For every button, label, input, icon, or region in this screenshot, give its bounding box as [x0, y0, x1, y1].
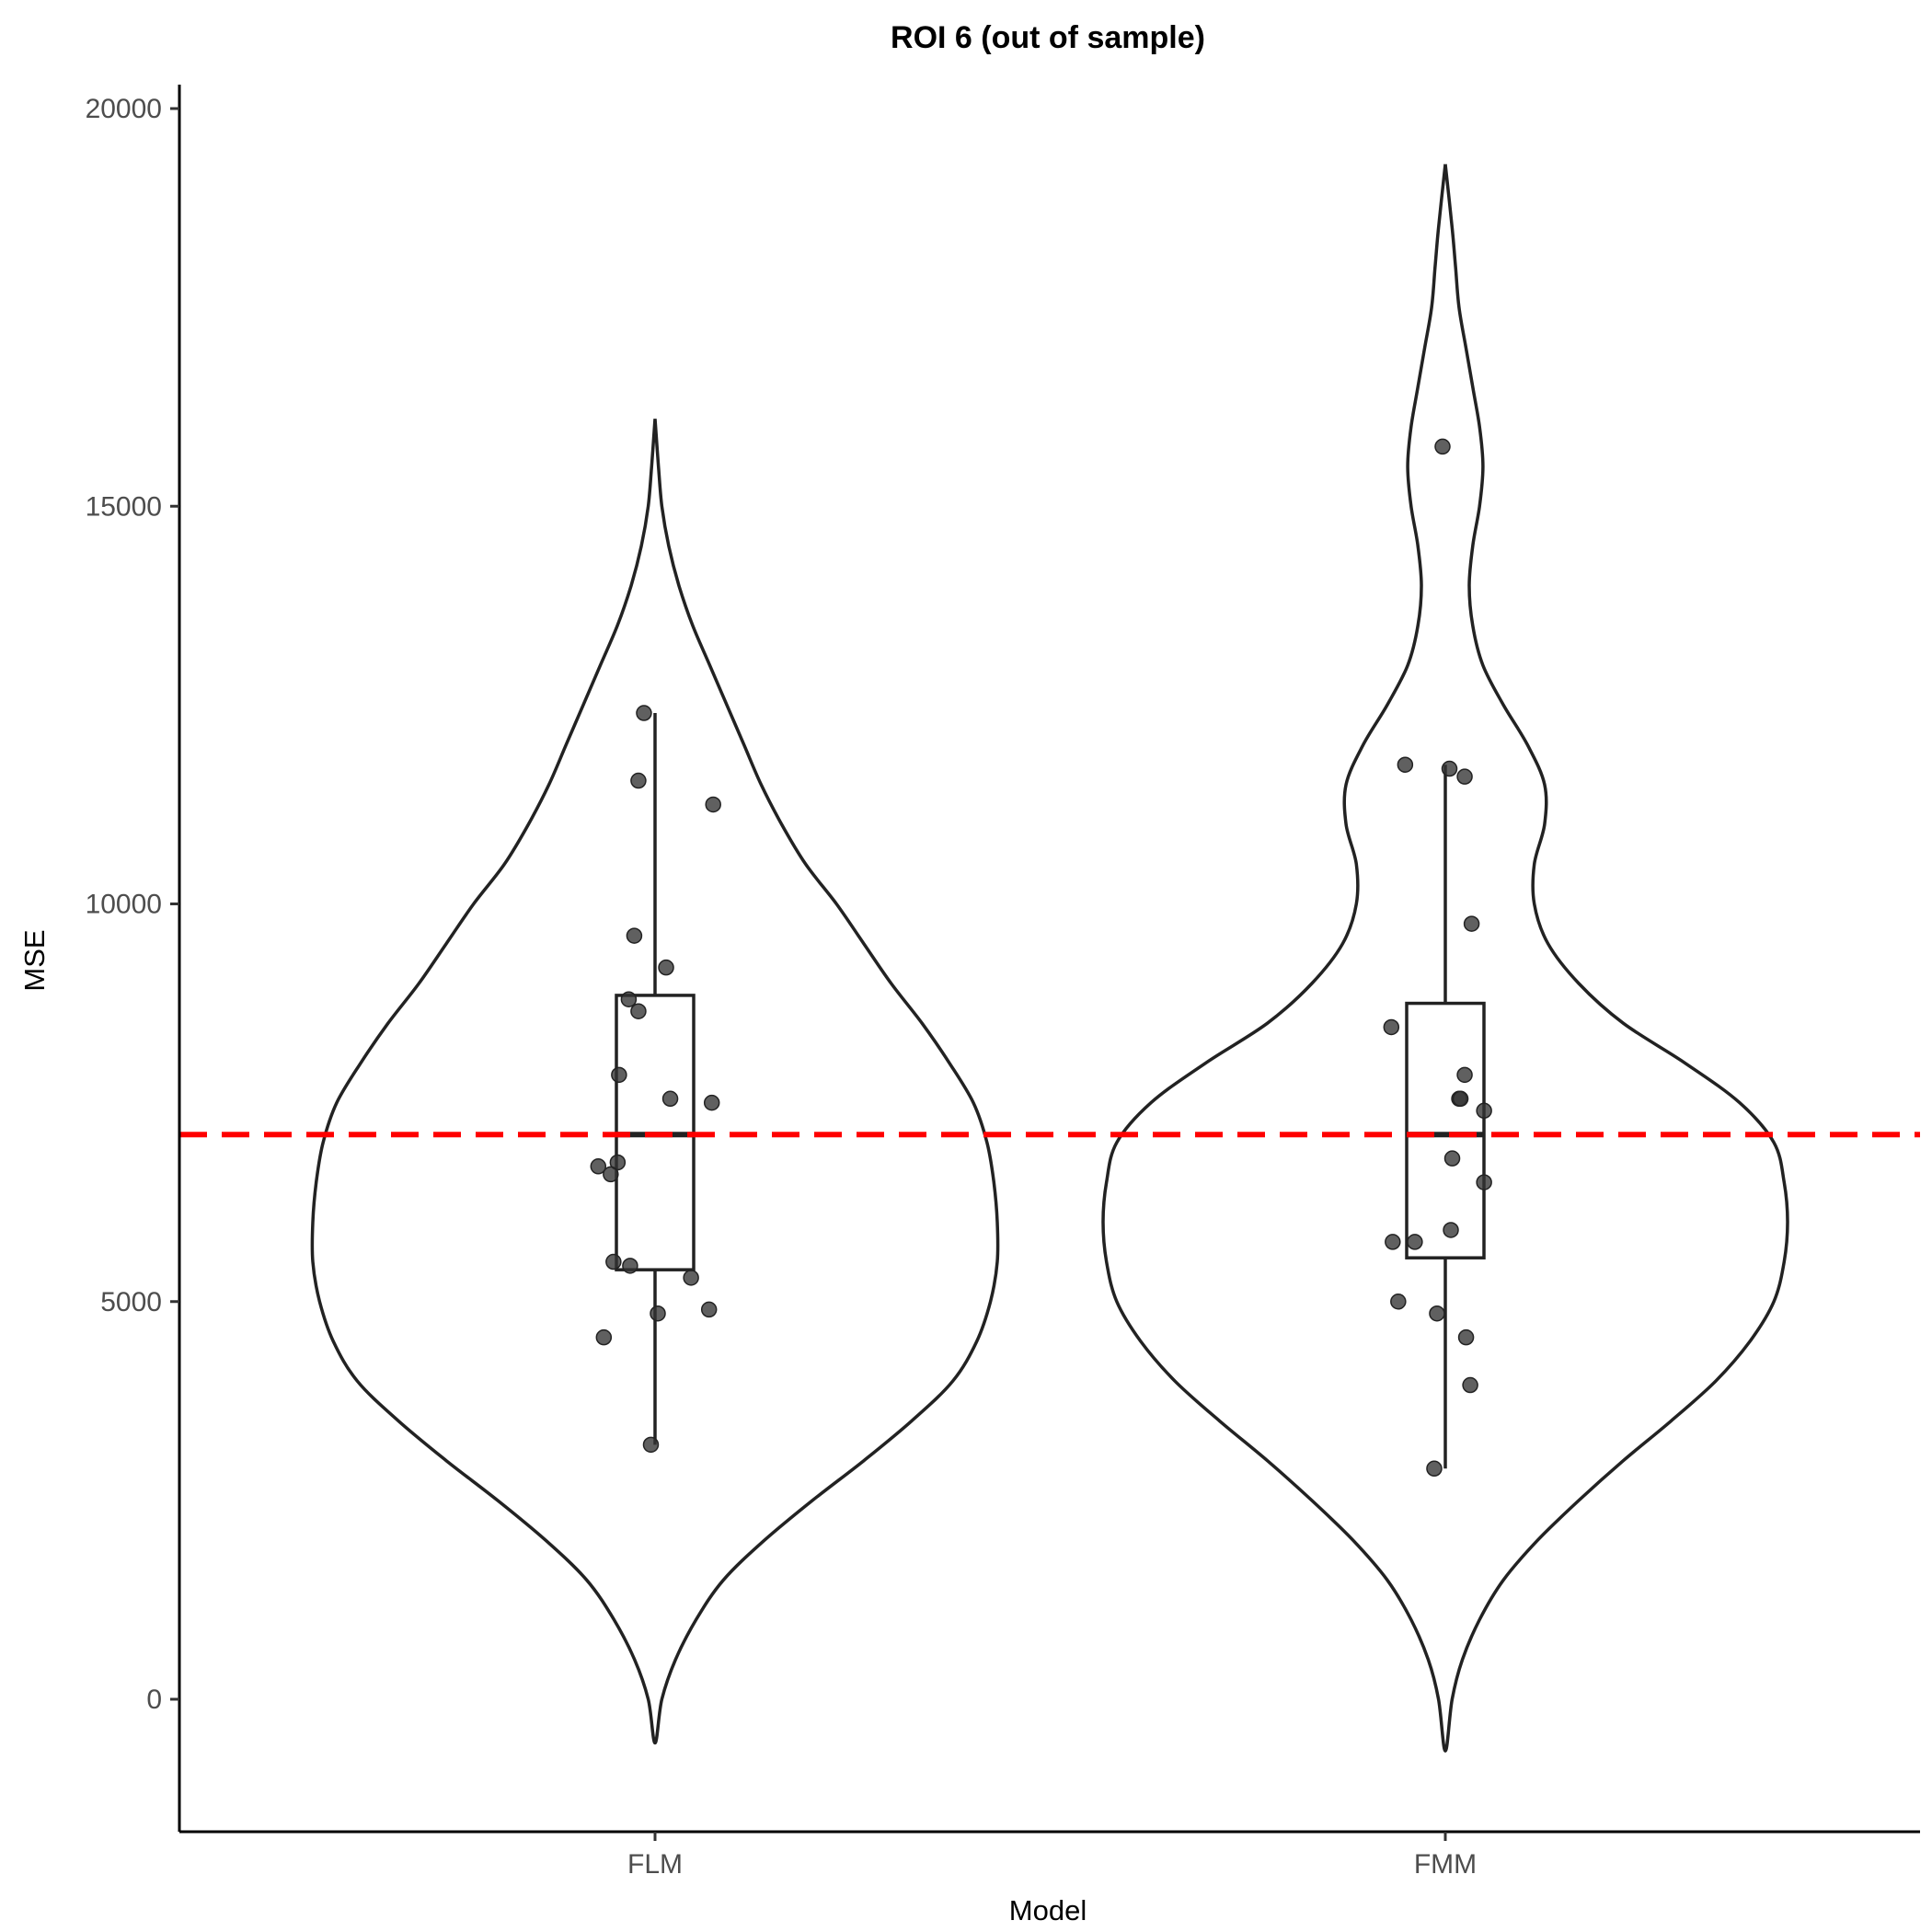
point-fmm — [1462, 1376, 1478, 1394]
point-fmm — [1476, 1102, 1492, 1120]
point-flm — [609, 1154, 627, 1171]
violin-flm — [310, 419, 1000, 1745]
y-tick-label: 5000 — [100, 1287, 162, 1317]
point-fmm — [1463, 915, 1480, 932]
point-flm — [683, 1270, 699, 1286]
point-flm — [661, 1090, 679, 1108]
y-tick-label: 10000 — [86, 890, 162, 920]
point-fmm — [1407, 1234, 1423, 1250]
point-flm — [595, 1328, 613, 1346]
point-flm — [590, 1158, 607, 1175]
y-tick-label: 15000 — [86, 491, 162, 522]
box-fmm — [1405, 1001, 1486, 1259]
point-flm — [705, 796, 721, 813]
violin-fmm — [1101, 164, 1789, 1753]
point-flm — [626, 927, 643, 944]
point-flm — [630, 772, 647, 789]
point-flm — [611, 1066, 627, 1084]
point-fmm — [1456, 768, 1473, 785]
point-fmm — [1426, 1460, 1443, 1478]
x-axis-label: Model — [1009, 1894, 1087, 1926]
point-flm — [650, 1305, 666, 1322]
point-flm — [636, 705, 652, 721]
point-flm — [620, 991, 638, 1007]
point-fmm — [1429, 1305, 1445, 1322]
point-fmm — [1434, 438, 1451, 455]
chart-title: ROI 6 (out of sample) — [891, 20, 1205, 55]
y-axis-ticks: 0 5000 10000 15000 20000 — [86, 94, 179, 1715]
point-flm — [630, 1003, 647, 1019]
point-fmm — [1390, 1294, 1407, 1310]
y-axis-label: MSE — [18, 929, 51, 991]
x-axis-ticks: FLM FMM — [627, 1832, 1477, 1880]
x-tick-label-flm: FLM — [627, 1849, 683, 1880]
point-flm — [642, 1436, 660, 1454]
point-fmm — [1443, 1222, 1459, 1238]
point-fmm — [1397, 756, 1414, 773]
point-fmm — [1383, 1018, 1400, 1036]
point-fmm — [1457, 1328, 1475, 1346]
point-flm — [700, 1301, 718, 1318]
point-fmm — [1456, 1066, 1473, 1084]
point-flm — [605, 1253, 622, 1271]
point-flm — [658, 959, 674, 976]
point-fmm — [1441, 760, 1458, 777]
point-fmm — [1443, 1150, 1461, 1167]
point-flm — [603, 1166, 619, 1183]
point-fmm — [1385, 1234, 1401, 1250]
y-tick-label: 0 — [146, 1685, 162, 1715]
plot-area — [179, 164, 1920, 1753]
x-tick-label-fmm: FMM — [1414, 1849, 1477, 1880]
y-tick-label: 20000 — [86, 94, 162, 124]
point-flm — [622, 1258, 638, 1274]
point-fmm — [1476, 1174, 1492, 1190]
point-fmm — [1452, 1090, 1469, 1108]
point-flm — [703, 1094, 720, 1111]
